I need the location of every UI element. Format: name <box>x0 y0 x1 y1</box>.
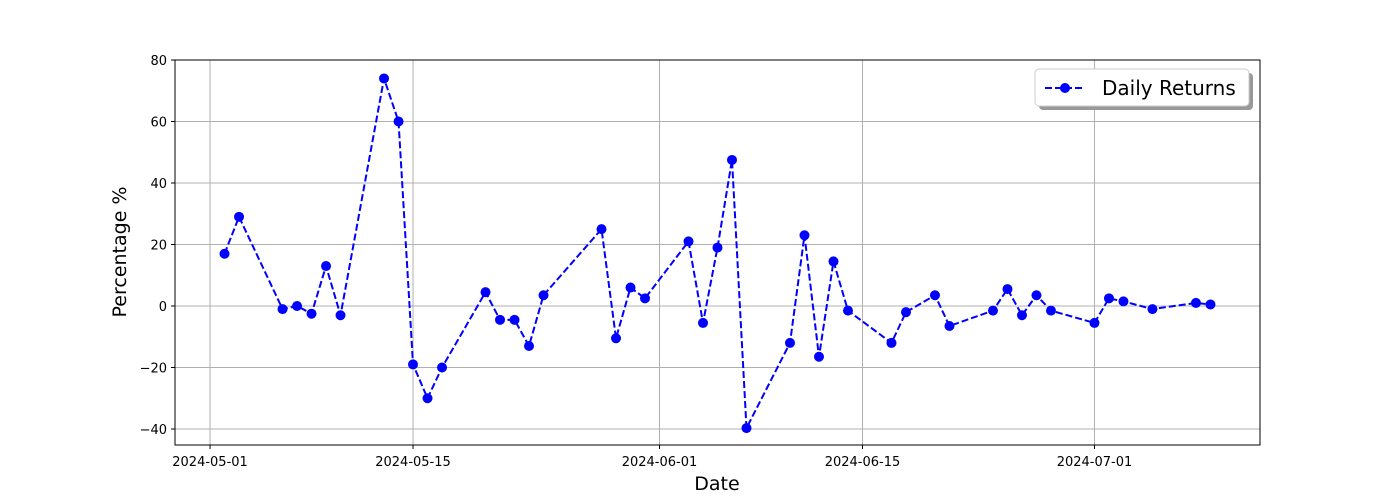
y-axis-label: Percentage % <box>109 187 131 318</box>
legend: Daily Returns <box>1034 68 1253 110</box>
data-point <box>1118 296 1129 307</box>
x-tick-label: 2024-05-01 <box>172 455 248 470</box>
data-point <box>437 362 448 373</box>
data-point <box>538 290 549 301</box>
x-tick-label: 2024-07-01 <box>1057 455 1133 470</box>
data-point <box>625 282 636 293</box>
data-point <box>306 308 317 319</box>
legend-marker <box>1060 83 1070 93</box>
data-point <box>422 393 433 404</box>
data-point <box>219 248 230 259</box>
x-tick-label: 2024-06-15 <box>825 455 901 470</box>
data-point <box>886 337 897 348</box>
data-point <box>698 317 709 328</box>
data-point <box>987 305 998 316</box>
data-point <box>1016 310 1027 321</box>
legend-label: Daily Returns <box>1102 76 1236 100</box>
data-point <box>1045 305 1056 316</box>
data-point <box>784 337 795 348</box>
data-point <box>741 423 752 434</box>
data-point <box>509 314 520 325</box>
x-tick-label: 2024-05-15 <box>375 455 451 470</box>
data-point <box>799 230 810 241</box>
data-point <box>321 261 332 272</box>
data-point <box>900 307 911 318</box>
legend-box <box>1034 68 1250 107</box>
data-point <box>234 211 245 222</box>
data-point <box>712 242 723 253</box>
data-point <box>596 224 607 235</box>
data-point <box>828 256 839 267</box>
data-point <box>393 116 404 127</box>
x-axis-label: Date <box>694 473 739 495</box>
y-tick-label: 60 <box>150 116 167 131</box>
data-point <box>292 301 303 312</box>
data-point <box>277 304 288 315</box>
y-tick-label: 80 <box>150 54 167 69</box>
axis-ticks: 2024-05-01 2024-05-15 2024-06-01 2024-06-15… <box>140 54 1133 470</box>
y-tick-label: −40 <box>140 423 167 438</box>
data-point <box>813 351 824 362</box>
data-point <box>640 293 651 304</box>
data-point <box>1205 299 1216 310</box>
data-point <box>495 314 506 325</box>
data-point <box>408 359 419 370</box>
y-tick-label: 0 <box>159 300 167 315</box>
data-point <box>524 340 535 351</box>
data-point <box>611 333 622 344</box>
data-point <box>1031 290 1042 301</box>
data-point <box>726 154 737 165</box>
data-point <box>683 236 694 247</box>
y-tick-label: 40 <box>150 177 167 192</box>
data-point <box>944 320 955 331</box>
data-point <box>1089 317 1100 328</box>
plot-frame <box>174 59 1261 446</box>
y-tick-label: −20 <box>140 362 167 377</box>
series-daily-returns <box>219 73 1216 434</box>
data-point <box>480 287 491 298</box>
data-point <box>1147 304 1158 315</box>
y-tick-label: 20 <box>150 239 167 254</box>
data-point <box>1002 284 1013 295</box>
data-point <box>929 290 940 301</box>
series-line <box>223 74 1211 432</box>
x-tick-label: 2024-06-01 <box>622 455 698 470</box>
data-point <box>335 310 346 321</box>
data-point <box>842 305 853 316</box>
data-point <box>379 73 390 84</box>
data-point <box>1190 297 1201 308</box>
data-point <box>1103 293 1114 304</box>
